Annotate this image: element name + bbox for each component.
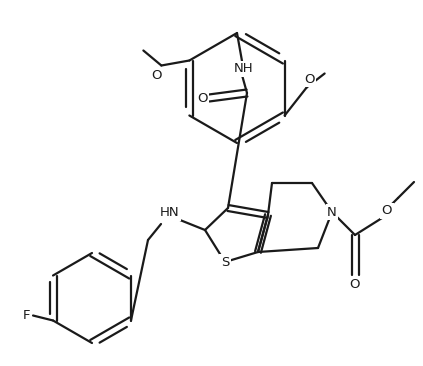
Text: O: O xyxy=(382,205,392,217)
Text: O: O xyxy=(305,73,315,86)
Text: O: O xyxy=(151,69,162,82)
Text: S: S xyxy=(221,255,229,269)
Text: HN: HN xyxy=(160,206,180,220)
Text: N: N xyxy=(327,205,337,219)
Text: NH: NH xyxy=(234,63,254,75)
Text: O: O xyxy=(350,279,360,291)
Text: F: F xyxy=(22,309,30,322)
Text: O: O xyxy=(197,92,207,105)
